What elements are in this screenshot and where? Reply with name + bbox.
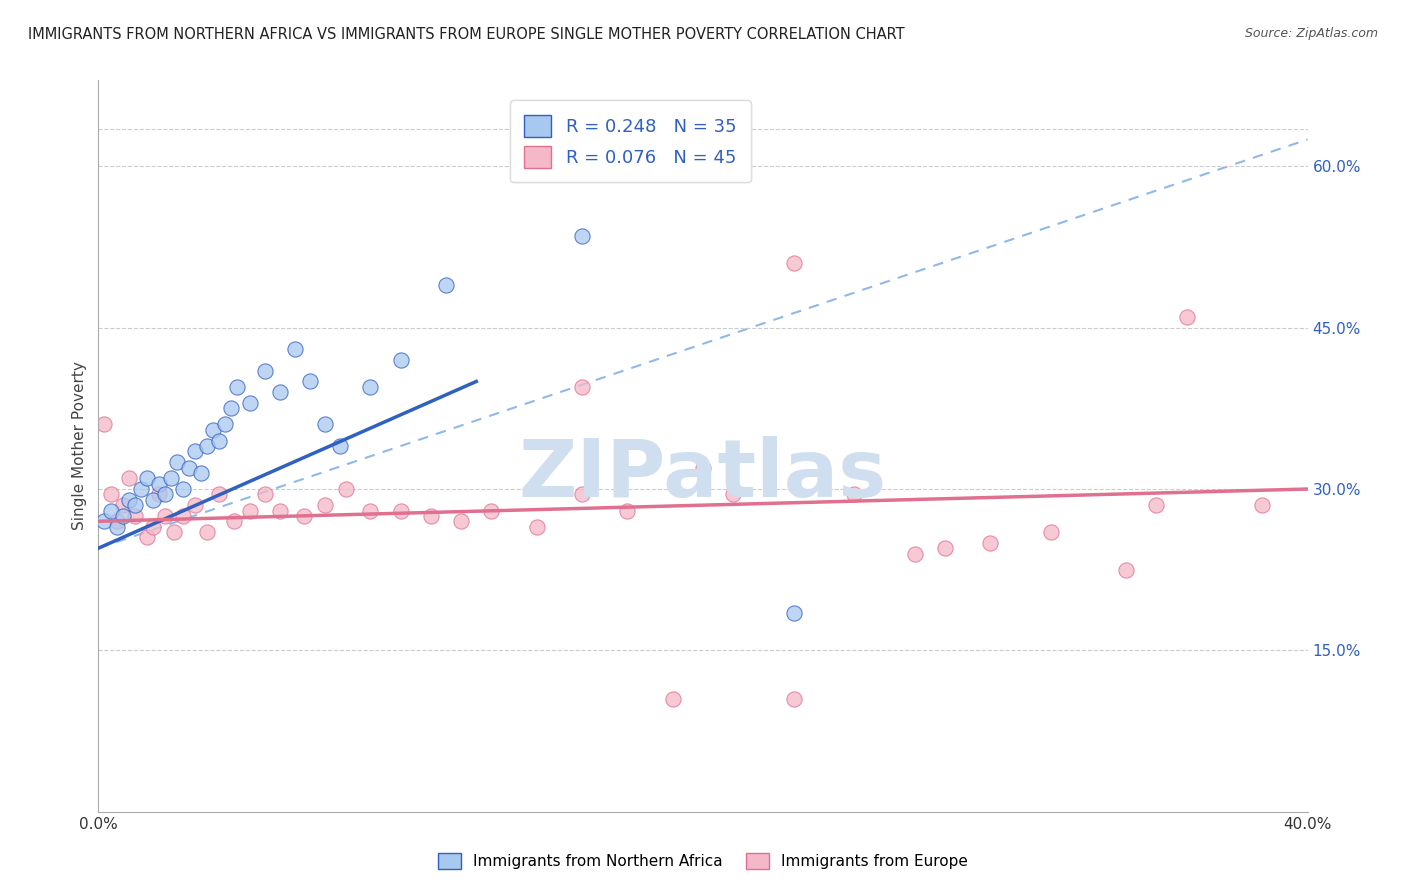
Point [148, 487, 170, 501]
Point [389, 353, 412, 368]
Point [129, 482, 152, 496]
Point [224, 514, 246, 528]
Point [190, 466, 212, 480]
Point [142, 492, 165, 507]
Point [723, 487, 745, 501]
Point [184, 498, 207, 512]
Point [692, 460, 714, 475]
Point [163, 524, 186, 539]
Point [450, 514, 472, 528]
Point [142, 519, 165, 533]
Point [208, 434, 231, 448]
Point [105, 514, 128, 528]
Point [360, 503, 382, 517]
Point [239, 503, 262, 517]
Point [148, 476, 170, 491]
Point [195, 524, 218, 539]
Point [360, 380, 382, 394]
Point [226, 380, 249, 394]
Point [783, 606, 806, 620]
Point [335, 482, 357, 496]
Point [118, 471, 141, 485]
Point [153, 508, 176, 523]
Point [844, 487, 866, 501]
Point [195, 439, 218, 453]
Text: IMMIGRANTS FROM NORTHERN AFRICA VS IMMIGRANTS FROM EUROPE SINGLE MOTHER POVERTY : IMMIGRANTS FROM NORTHERN AFRICA VS IMMIG… [28, 27, 904, 42]
Point [1144, 498, 1167, 512]
Point [269, 385, 291, 400]
Point [160, 471, 183, 485]
Point [434, 277, 457, 292]
Point [616, 503, 638, 517]
Point [153, 487, 176, 501]
Point [135, 471, 157, 485]
Text: Source: ZipAtlas.com: Source: ZipAtlas.com [1244, 27, 1378, 40]
Point [253, 364, 276, 378]
Point [481, 503, 503, 517]
Point [571, 487, 593, 501]
Text: ZIPatlas: ZIPatlas [519, 436, 887, 515]
Point [1039, 524, 1062, 539]
Point [269, 503, 291, 517]
Point [1251, 498, 1274, 512]
Point [100, 503, 122, 517]
Point [135, 530, 157, 544]
Point [111, 498, 134, 512]
Point [239, 396, 262, 410]
Point [292, 508, 315, 523]
Point [93, 514, 115, 528]
Point [184, 444, 207, 458]
Point [526, 519, 548, 533]
Legend: Immigrants from Northern Africa, Immigrants from Europe: Immigrants from Northern Africa, Immigra… [432, 847, 974, 875]
Point [420, 508, 443, 523]
Point [329, 439, 352, 453]
Point [783, 256, 806, 270]
Point [105, 519, 128, 533]
Point [904, 547, 927, 561]
Point [221, 401, 243, 416]
Point [389, 503, 412, 517]
Point [124, 508, 146, 523]
Point [314, 417, 336, 432]
Point [118, 492, 141, 507]
Point [571, 229, 593, 244]
Point [172, 482, 194, 496]
Point [202, 423, 225, 437]
Point [661, 691, 683, 706]
Legend: R = 0.248   N = 35, R = 0.076   N = 45: R = 0.248 N = 35, R = 0.076 N = 45 [510, 100, 751, 182]
Point [284, 342, 307, 356]
Point [172, 508, 194, 523]
Point [571, 380, 593, 394]
Point [934, 541, 956, 556]
Point [93, 417, 115, 432]
Point [214, 417, 236, 432]
Point [208, 487, 231, 501]
Point [124, 498, 146, 512]
Y-axis label: Single Mother Poverty: Single Mother Poverty [72, 361, 87, 531]
Point [111, 508, 134, 523]
Point [166, 455, 188, 469]
Point [1175, 310, 1198, 324]
Point [979, 536, 1001, 550]
Point [253, 487, 276, 501]
Point [783, 691, 806, 706]
Point [179, 460, 201, 475]
Point [299, 375, 322, 389]
Point [100, 487, 122, 501]
Point [1115, 563, 1137, 577]
Point [314, 498, 336, 512]
